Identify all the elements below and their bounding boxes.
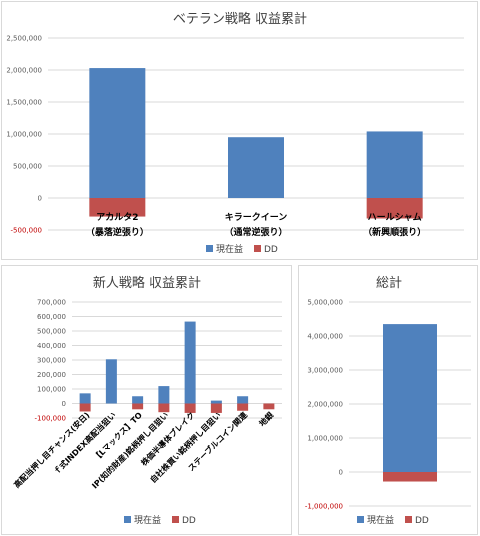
bar-current	[383, 324, 437, 472]
category-label: ハールシャム	[368, 212, 422, 223]
bar-current	[366, 131, 423, 198]
bar-dd	[132, 403, 144, 410]
total-chart-title: 総計	[376, 275, 402, 291]
y-tick-label: 300,000	[37, 357, 66, 365]
bar-current	[184, 321, 196, 404]
y-tick-label: 4,000,000	[307, 333, 343, 341]
y-tick-label: 200,000	[37, 371, 66, 379]
legend-swatch-current	[124, 516, 131, 523]
y-tick-label: 2,000,000	[307, 401, 343, 409]
y-tick-label: 0	[62, 400, 66, 408]
category-label: キラークイーン	[225, 212, 288, 223]
y-tick-label: 100,000	[37, 386, 66, 394]
y-tick-label: 0	[38, 195, 42, 203]
legend-label-dd: DD	[182, 516, 196, 526]
legend-label-current: 現在益	[134, 514, 161, 526]
y-tick-label: -500,000	[11, 227, 42, 235]
category-label: 地銀	[257, 410, 275, 428]
bar-dd	[210, 403, 222, 413]
legend: 現在益 DD	[206, 243, 278, 255]
y-tick-label: -100,000	[35, 415, 66, 423]
bar-current	[89, 68, 146, 198]
bar-current	[132, 396, 144, 404]
y-tick-label: 500,000	[37, 328, 66, 336]
y-tick-label: 600,000	[37, 313, 66, 321]
category-label: アカルタ2	[96, 211, 138, 223]
veteran-chart-panel: ベテラン戦略 収益累計 -500,000 0 500,000 1,000,000 1,5…	[1, 1, 478, 260]
y-tick-label: 5,000,000	[307, 299, 343, 307]
legend-swatch-current	[206, 245, 213, 252]
y-tick-label: 1,000,000	[307, 435, 343, 443]
legend-swatch-current	[357, 516, 364, 523]
total-chart: 総計 -1,000,000 0 1,000,000 2,000,000 3,000,00…	[305, 275, 471, 526]
y-tick-label: 700,000	[37, 299, 66, 307]
bar-current	[228, 137, 284, 198]
legend: 現在益 DD	[357, 514, 429, 526]
newcomer-chart-title: 新人戦略 収益累計	[93, 275, 201, 291]
legend-swatch-dd	[172, 516, 179, 523]
bar-dd	[383, 472, 437, 482]
y-tick-label: 2,000,000	[6, 67, 42, 75]
bar-dd	[89, 198, 146, 217]
veteran-chart-title: ベテラン戦略 収益累計	[173, 11, 307, 27]
bar-current	[210, 400, 222, 404]
legend-label-dd: DD	[415, 516, 429, 526]
y-tick-label: 3,000,000	[307, 367, 343, 375]
veteran-chart: ベテラン戦略 収益累計 -500,000 0 500,000 1,000,000 1,5…	[6, 11, 464, 255]
legend-label-current: 現在益	[216, 243, 243, 255]
legend-label-dd: DD	[264, 245, 278, 255]
total-chart-panel: 総計 -1,000,000 0 1,000,000 2,000,000 3,000,00…	[298, 265, 478, 535]
category-label: （暴落逆張り）	[86, 226, 149, 238]
bar-current	[105, 359, 117, 404]
bar-dd	[158, 403, 170, 413]
bar-dd	[79, 403, 91, 412]
legend: 現在益 DD	[124, 514, 196, 526]
category-label: （新興順張り）	[363, 226, 426, 238]
bar-dd	[184, 403, 196, 413]
legend-label-current: 現在益	[367, 514, 394, 526]
legend-swatch-dd	[254, 245, 261, 252]
y-tick-label: 1,500,000	[6, 99, 42, 107]
y-tick-label: 1,000,000	[6, 131, 42, 139]
y-tick-label: 2,500,000	[6, 35, 42, 43]
newcomer-chart: 新人戦略 収益累計 -100,000 0 100,000 200,000 300,000…	[12, 275, 282, 526]
y-tick-label: -1,000,000	[305, 503, 343, 511]
bar-dd	[366, 198, 423, 219]
legend-swatch-dd	[405, 516, 412, 523]
bar-current	[158, 386, 170, 404]
y-tick-label: 500,000	[13, 163, 42, 171]
y-tick-label: 0	[339, 469, 343, 477]
category-label: （通常逆張り）	[224, 226, 287, 238]
y-tick-label: 400,000	[37, 342, 66, 350]
bar-dd	[263, 403, 275, 410]
bar-current	[237, 396, 249, 404]
bar-dd	[237, 403, 249, 411]
newcomer-chart-panel: 新人戦略 収益累計 -100,000 0 100,000 200,000 300,000…	[1, 265, 292, 535]
bar-current	[79, 393, 91, 404]
